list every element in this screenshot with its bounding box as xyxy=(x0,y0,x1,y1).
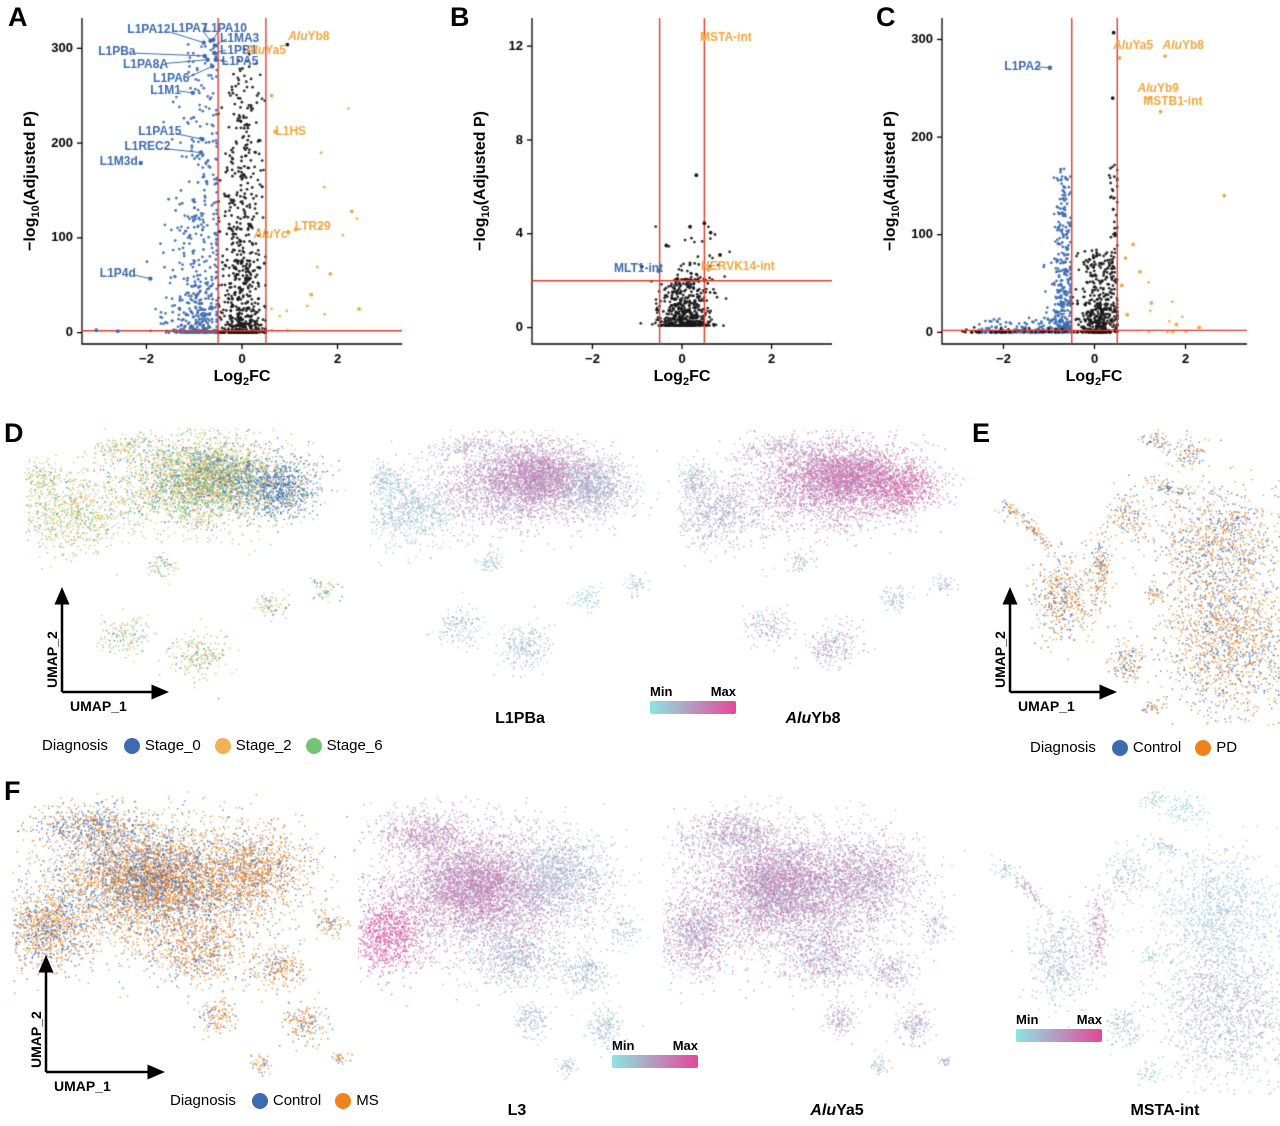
volcano-plot-C xyxy=(880,2,1275,394)
legend-dot-pd xyxy=(1195,739,1212,756)
umap-arrows-icon xyxy=(38,955,165,1080)
colorbar-min-label: Min xyxy=(612,1038,635,1053)
colorbar-max-label: Max xyxy=(672,1038,698,1053)
legend-title: Diagnosis xyxy=(170,1092,236,1109)
y-axis-title-A: −log10(Adjusted P) xyxy=(21,111,43,251)
legend-item-stage0: Stage_0 xyxy=(123,737,201,754)
colorbar-max-label: Max xyxy=(710,684,736,699)
x-axis-title-A: Log2FC xyxy=(213,368,271,389)
legend-item-control: Control xyxy=(1111,739,1182,756)
volcano-plot-A xyxy=(20,2,430,394)
legend-diagnosis-ms: Diagnosis Control MS xyxy=(170,1092,379,1109)
colorbar-gradient xyxy=(612,1055,698,1068)
umap-plot-MSTA-int xyxy=(985,785,1280,1095)
legend-diagnosis-pd: Diagnosis Control PD xyxy=(1030,739,1237,756)
legend-item-stage2: Stage_2 xyxy=(214,737,292,754)
legend-item-control: Control xyxy=(251,1092,322,1109)
legend-title: Diagnosis xyxy=(1030,739,1096,756)
colorbar-min-label: Min xyxy=(650,684,673,699)
legend-label-stage0: Stage_0 xyxy=(144,737,201,754)
y-axis-title-C: −log10(Adjusted P) xyxy=(881,111,903,251)
legend-item-pd: PD xyxy=(1195,739,1237,756)
y-axis-title-B: −log10(Adjusted P) xyxy=(471,111,493,251)
legend-label-control: Control xyxy=(1132,739,1182,756)
umap-plot-AluYa5 xyxy=(663,795,968,1090)
legend-dot-control xyxy=(1111,739,1128,756)
feature-title-AluYb8: AluYb8 xyxy=(785,710,841,727)
legend-label-pd: PD xyxy=(1216,739,1238,756)
umap-plot-diagnosis-pd xyxy=(990,428,1280,728)
legend-dot-ms xyxy=(335,1092,352,1109)
legend-title: Diagnosis xyxy=(42,737,108,754)
legend-diagnosis-stages: Diagnosis Stage_0 Stage_2 Stage_6 xyxy=(42,737,383,754)
colorbar-F: Min Max xyxy=(612,1038,698,1068)
colorbar-gradient xyxy=(1016,1029,1102,1042)
umap-plot-diagnosis-ms xyxy=(12,788,367,1088)
x-axis-title-C: Log2FC xyxy=(1065,368,1123,389)
umap-plot-L3 xyxy=(358,795,658,1090)
feature-title-L1PBa: L1PBa xyxy=(495,710,545,727)
colorbar-max-label: Max xyxy=(1076,1012,1102,1027)
panel-letter-D: D xyxy=(4,418,24,448)
umap-arrows-icon xyxy=(54,587,169,700)
umap1-axis-label: UMAP_1 xyxy=(54,1078,111,1094)
colorbar-gradient xyxy=(650,701,736,714)
legend-label-control: Control xyxy=(272,1092,322,1109)
volcano-plot-B xyxy=(470,2,860,394)
umap1-axis-label: UMAP_1 xyxy=(1018,698,1075,714)
umap-axes-D: UMAP_2 UMAP_1 xyxy=(44,584,196,724)
legend-dot-stage0 xyxy=(123,737,140,754)
legend-label-stage6: Stage_6 xyxy=(326,737,383,754)
legend-item-stage6: Stage_6 xyxy=(305,737,383,754)
umap2-axis-label: UMAP_2 xyxy=(44,631,60,688)
legend-item-ms: MS xyxy=(335,1092,379,1109)
legend-dot-control xyxy=(251,1092,268,1109)
umap-axes-F: UMAP_2 UMAP_1 xyxy=(28,952,190,1102)
legend-dot-stage2 xyxy=(214,737,231,754)
legend-dot-stage6 xyxy=(305,737,322,754)
feature-title-L3: L3 xyxy=(507,1102,527,1119)
umap2-axis-label: UMAP_2 xyxy=(992,631,1008,688)
umap-plot-AluYb8 xyxy=(678,430,978,710)
feature-title-AluYa5: AluYa5 xyxy=(810,1102,864,1119)
feature-title-MSTA-int: MSTA-int xyxy=(1130,1102,1200,1119)
colorbar-F4: Min Max xyxy=(1016,1012,1102,1042)
x-axis-title-B: Log2FC xyxy=(653,368,711,389)
colorbar-min-label: Min xyxy=(1016,1012,1039,1027)
legend-label-stage2: Stage_2 xyxy=(235,737,292,754)
legend-label-ms: MS xyxy=(356,1092,379,1109)
colorbar-D: Min Max xyxy=(650,684,736,714)
panel-letter-B: B xyxy=(450,2,470,32)
umap-plot-L1PBa xyxy=(370,430,670,710)
umap1-axis-label: UMAP_1 xyxy=(70,698,127,714)
umap-axes-E: UMAP_2 UMAP_1 xyxy=(992,584,1144,724)
umap2-axis-label: UMAP_2 xyxy=(28,1011,44,1068)
umap-arrows-icon xyxy=(1002,587,1117,700)
umap-plot-diagnosis-stages xyxy=(25,428,365,723)
